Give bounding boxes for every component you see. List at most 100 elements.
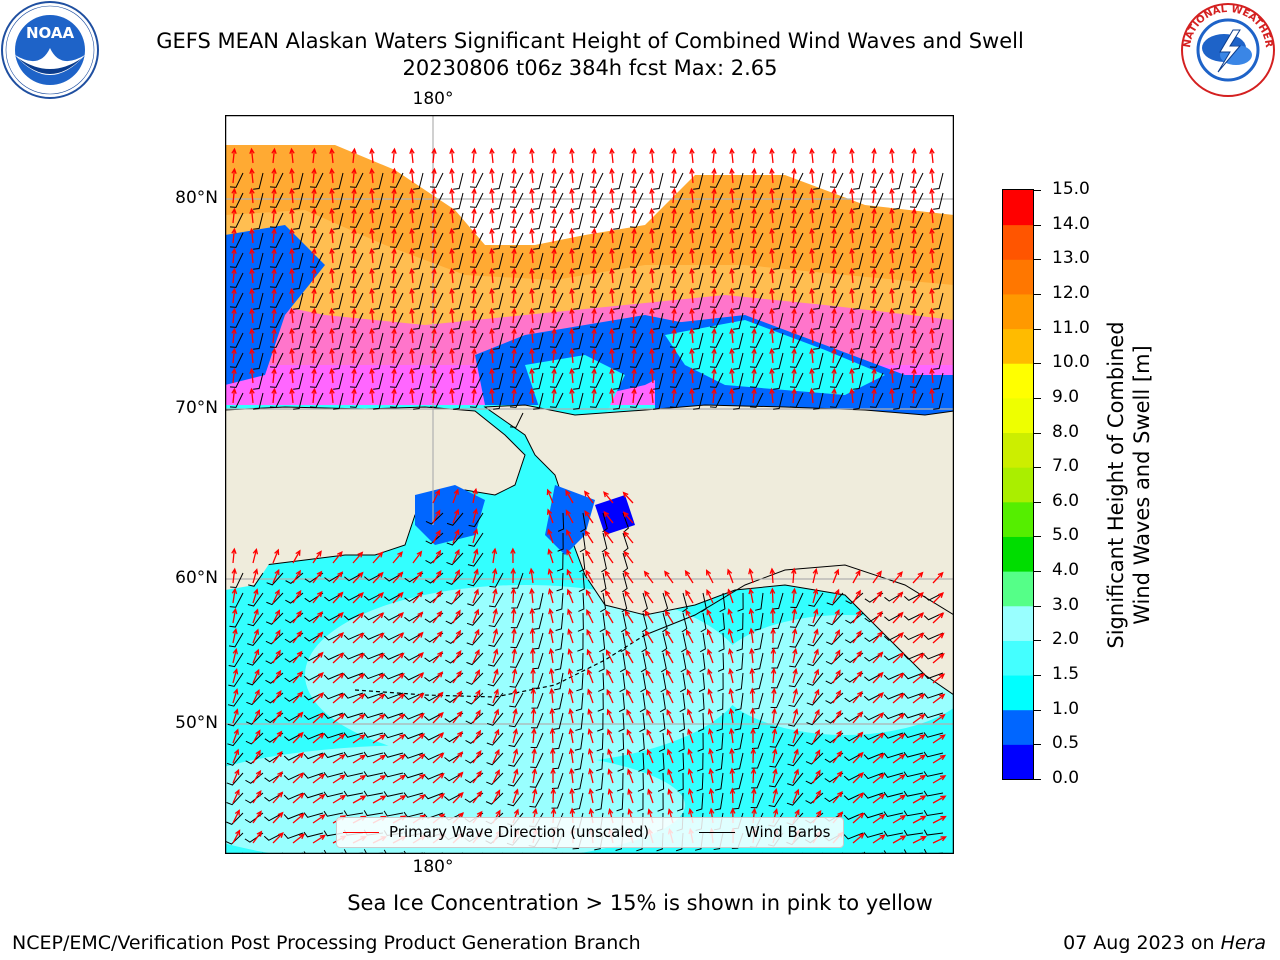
wind-barb <box>923 612 944 621</box>
wave-arrowhead <box>929 387 935 395</box>
wave-arrow <box>290 249 294 264</box>
wave-arrow <box>370 169 374 184</box>
wave-arrow <box>890 269 894 284</box>
wind-barb <box>446 552 464 566</box>
wave-arrow <box>272 690 282 704</box>
wave-arrow <box>610 269 614 284</box>
wave-arrow <box>292 712 303 724</box>
wind-barb <box>413 312 424 330</box>
wind-barb <box>469 352 484 368</box>
wind-barb <box>309 372 324 388</box>
wave-arrow <box>232 789 240 804</box>
colorbar-tick-mark <box>1034 501 1041 503</box>
wind-barb <box>229 592 244 608</box>
wind-barb <box>933 352 944 370</box>
wind-barb <box>598 672 605 692</box>
wave-arrow <box>392 795 406 804</box>
wave-arrowhead <box>623 550 630 557</box>
wind-barb <box>716 692 724 712</box>
wave-arrow <box>850 349 854 364</box>
wave-arrow <box>604 531 614 544</box>
wave-arrow <box>626 729 634 744</box>
wind-barb <box>245 792 264 804</box>
wave-arrowhead <box>889 167 895 175</box>
wave-arrowhead <box>391 227 397 235</box>
wave-arrow <box>810 369 814 384</box>
wind-barb <box>709 212 724 228</box>
wave-arrowhead <box>625 669 631 676</box>
wave-arrowhead <box>834 588 840 596</box>
wind-barb <box>693 232 704 250</box>
wind-barb <box>423 772 444 780</box>
wind-barb <box>845 592 864 605</box>
wave-arrow <box>450 309 454 324</box>
wave-arrowhead <box>231 327 237 335</box>
wind-barb <box>403 792 424 798</box>
wave-arrowhead <box>666 708 672 716</box>
wave-arrowhead <box>671 147 677 155</box>
wave-arrow <box>512 588 515 604</box>
wind-barb <box>509 412 524 428</box>
colorbar-band <box>1003 536 1033 572</box>
wind-barb <box>883 632 904 641</box>
wave-arrowhead <box>729 767 736 774</box>
wind-barb <box>373 212 384 230</box>
wave-arrowhead <box>831 147 837 155</box>
wind-barb <box>533 252 544 270</box>
wave-arrow <box>232 189 236 204</box>
wave-arrow <box>751 688 754 704</box>
wave-arrow <box>412 591 423 604</box>
wave-arrow <box>512 669 516 684</box>
wind-barb <box>773 232 784 250</box>
wave-arrow <box>646 710 654 724</box>
wind-barb <box>445 592 464 605</box>
wave-arrow <box>644 571 654 584</box>
wave-arrowhead <box>791 187 797 195</box>
wave-arrowhead <box>837 790 843 798</box>
wave-arrow <box>432 773 444 784</box>
wind-barb <box>349 372 364 388</box>
wind-barb <box>323 791 344 798</box>
wind-barb <box>529 772 544 788</box>
wind-barb <box>789 172 804 188</box>
wave-arrow <box>552 349 556 364</box>
wave-arrowhead <box>812 567 818 575</box>
wave-arrowhead <box>357 591 364 598</box>
wind-barb <box>653 392 664 410</box>
wave-arrowhead <box>298 833 306 840</box>
wind-barb <box>597 692 604 712</box>
wave-arrowhead <box>751 147 757 155</box>
wind-barb <box>253 392 264 410</box>
wave-arrow <box>771 568 774 584</box>
wave-arrowhead <box>835 669 841 676</box>
wave-arrow <box>472 629 480 644</box>
colorbar-tick-mark <box>1034 259 1041 261</box>
wind-barb <box>269 252 284 268</box>
wave-arrowhead <box>493 648 499 655</box>
wave-arrow <box>290 349 294 364</box>
wave-arrowhead <box>391 307 397 315</box>
wave-arrow <box>250 209 254 224</box>
wave-arrow <box>625 650 634 664</box>
wind-barb <box>269 392 284 408</box>
wind-barb <box>619 652 626 673</box>
wind-barb <box>714 792 724 811</box>
wind-barb <box>923 829 944 836</box>
wave-arrowhead <box>898 652 905 659</box>
wave-arrowhead <box>631 287 637 295</box>
wave-arrowhead <box>249 387 255 395</box>
wave-arrowhead <box>351 187 357 195</box>
wave-arrow <box>712 149 716 164</box>
wave-arrow <box>232 309 236 324</box>
wind-barb <box>373 392 384 410</box>
wind-barb <box>363 751 384 758</box>
wave-arrowhead <box>549 687 555 695</box>
wind-barb <box>813 292 824 310</box>
wind-barb <box>465 732 484 744</box>
wave-arrow <box>587 649 594 664</box>
wave-arrow <box>492 629 498 644</box>
wind-barb <box>733 252 744 270</box>
wave-arrowhead <box>834 629 840 636</box>
wave-arrowhead <box>609 227 615 235</box>
wave-arrowhead <box>511 147 517 155</box>
